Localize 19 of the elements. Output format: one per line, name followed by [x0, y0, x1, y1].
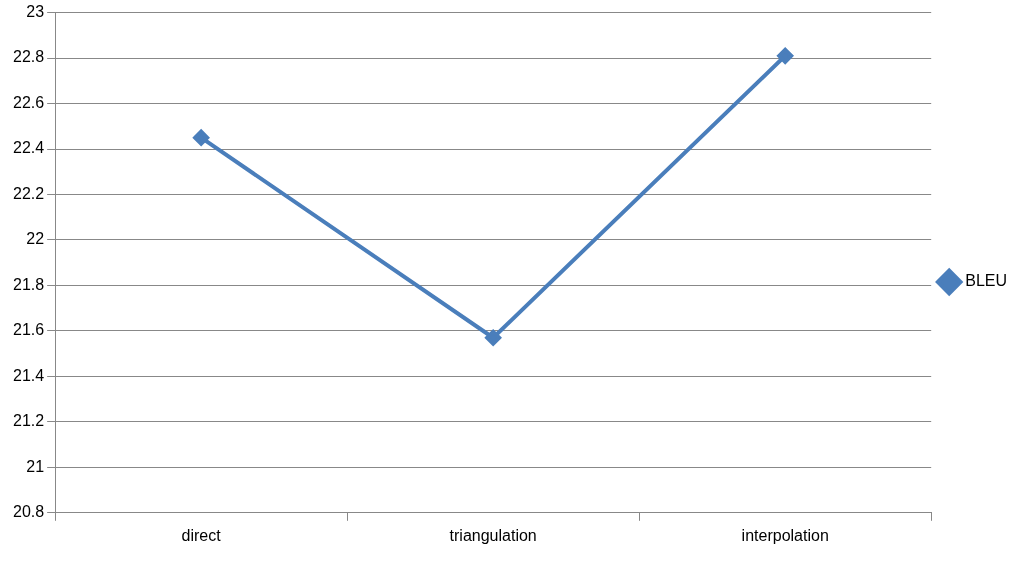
y-tick-label: 21.4: [13, 366, 45, 384]
y-tick-label: 21.6: [13, 321, 45, 339]
legend-label: BLEU: [965, 272, 1007, 290]
point: [193, 129, 210, 146]
x-tick-label: triangulation: [449, 526, 537, 544]
y-tick-label: 22.8: [13, 48, 45, 66]
y-tick-label: 21.2: [13, 412, 45, 430]
point: [777, 47, 794, 64]
y-tick-label: 20.8: [13, 503, 45, 521]
y-tick-label: 22.2: [13, 184, 45, 202]
point: [485, 329, 502, 346]
y-tick-label: 23: [26, 3, 45, 21]
y-tick-label: 22.4: [13, 139, 45, 157]
y-tick-label: 21.8: [13, 275, 45, 293]
y-tick-label: 21: [26, 457, 45, 475]
x-tick-label: interpolation: [741, 526, 829, 544]
y-tick-label: 22.6: [13, 93, 45, 111]
x-tick-label: direct: [181, 526, 222, 544]
y-tick-label: 22: [26, 230, 45, 248]
